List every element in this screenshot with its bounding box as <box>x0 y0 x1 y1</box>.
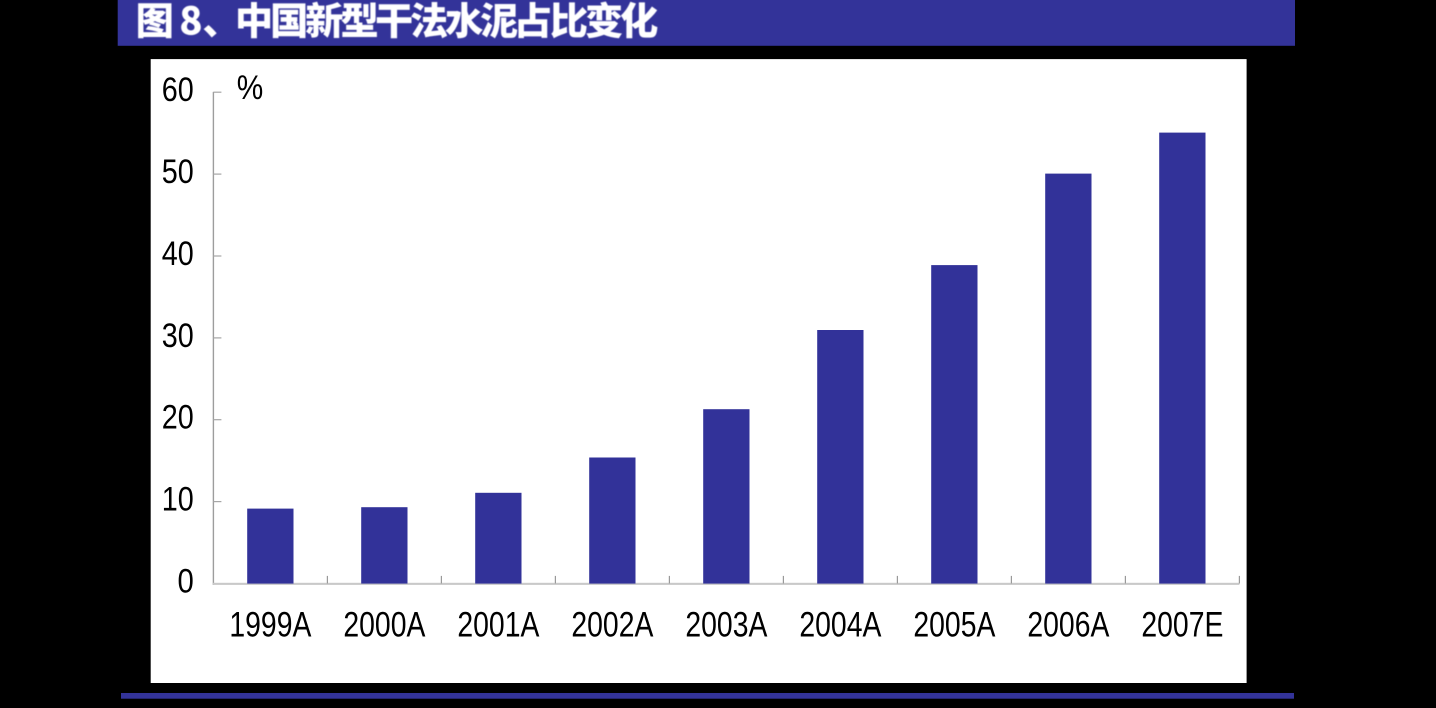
svg-text:%: % <box>237 69 263 107</box>
svg-text:2000A: 2000A <box>343 605 426 644</box>
svg-text:2003A: 2003A <box>685 605 768 644</box>
svg-text:2001A: 2001A <box>457 605 540 644</box>
svg-text:2004A: 2004A <box>799 605 882 644</box>
svg-text:1999A: 1999A <box>229 605 312 644</box>
svg-text:30: 30 <box>162 317 194 355</box>
svg-text:20: 20 <box>162 399 194 437</box>
svg-text:2007E: 2007E <box>1141 605 1223 644</box>
svg-text:2005A: 2005A <box>913 605 996 644</box>
svg-text:0: 0 <box>178 563 194 601</box>
svg-text:60: 60 <box>162 71 194 109</box>
svg-text:2006A: 2006A <box>1027 605 1110 644</box>
svg-text:40: 40 <box>162 235 194 273</box>
svg-text:50: 50 <box>162 153 194 191</box>
svg-text:2002A: 2002A <box>571 605 654 644</box>
svg-text:10: 10 <box>162 481 194 519</box>
